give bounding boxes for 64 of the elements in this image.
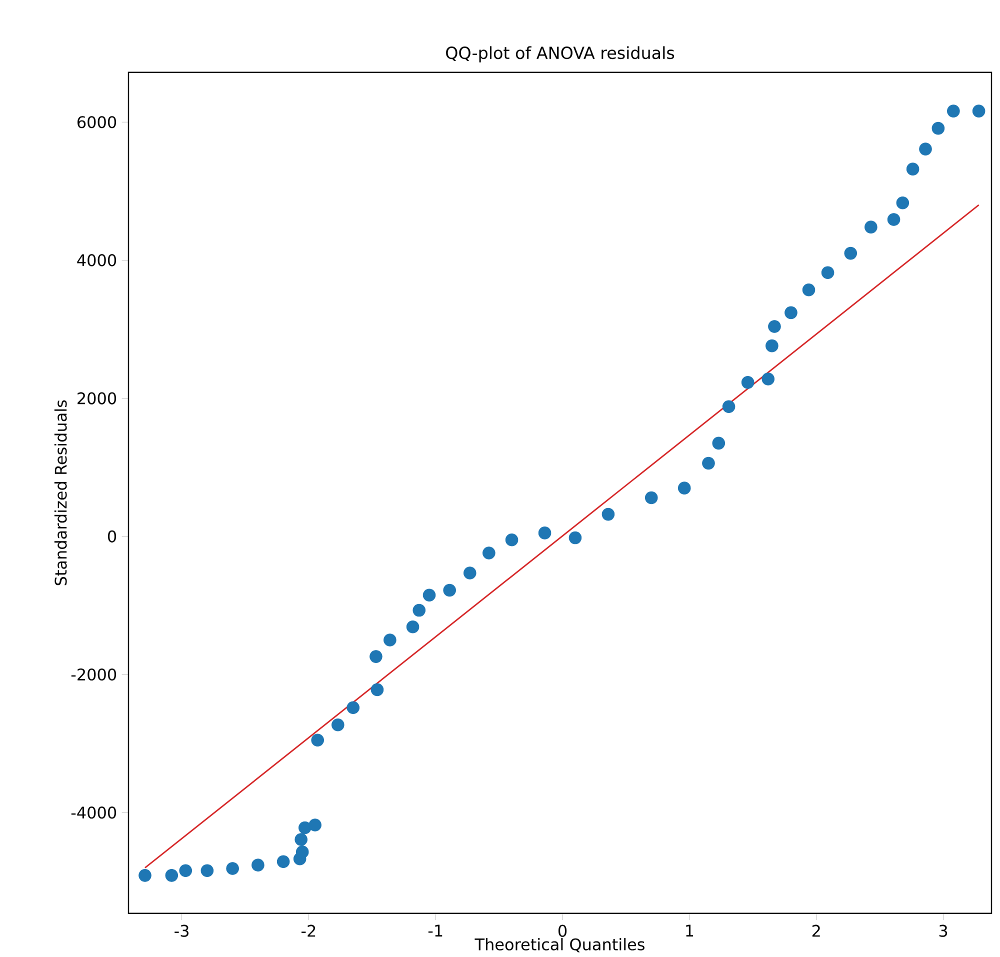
point	[864, 220, 878, 234]
point	[722, 400, 736, 414]
point	[276, 855, 290, 868]
y-tick-label: 4000	[77, 254, 116, 266]
point	[602, 508, 615, 521]
x-tick-label: 1	[686, 924, 694, 937]
point	[972, 104, 986, 118]
point	[678, 482, 691, 495]
point	[412, 604, 426, 617]
point	[294, 833, 308, 846]
point	[332, 718, 344, 732]
y-tick-label: 0	[108, 530, 116, 543]
x-tick-label: -2	[302, 924, 316, 937]
point	[887, 213, 900, 226]
x-tick-label: 2	[812, 924, 820, 937]
point	[712, 436, 726, 450]
point	[311, 734, 324, 747]
point	[422, 588, 436, 602]
point	[947, 104, 960, 118]
x-tick-label: 0	[558, 924, 567, 938]
point	[200, 864, 214, 878]
y-tick-label: 6000	[78, 116, 116, 128]
point	[443, 584, 456, 597]
point	[768, 320, 781, 334]
point	[406, 620, 420, 634]
x-tick-label: 3	[939, 924, 948, 938]
point	[568, 532, 582, 544]
point	[370, 650, 382, 664]
point	[165, 869, 178, 882]
point	[762, 372, 775, 386]
y-tick-label: -2000	[71, 668, 116, 681]
point	[505, 534, 518, 546]
y-tick-label: -4000	[71, 806, 116, 819]
point	[919, 142, 932, 156]
point	[802, 284, 816, 296]
point	[308, 818, 322, 832]
point	[896, 196, 910, 210]
point	[821, 266, 834, 280]
point	[179, 864, 192, 878]
point	[766, 340, 778, 352]
point	[844, 247, 858, 260]
point	[252, 858, 264, 872]
point	[932, 122, 945, 135]
point	[644, 491, 658, 504]
chart-title: QQ-plot of ANOVA residuals	[446, 46, 674, 63]
point	[538, 526, 552, 540]
y-tick-label: 2000	[78, 392, 116, 405]
point	[482, 546, 496, 560]
point	[298, 822, 312, 834]
point	[463, 566, 476, 580]
point	[138, 869, 152, 882]
y-axis-title: Standardized Residuals	[54, 400, 67, 586]
x-tick-label: -3	[174, 924, 188, 938]
x-axis-title: Theoretical Quantiles	[474, 938, 644, 952]
point	[741, 376, 754, 389]
point	[702, 456, 715, 470]
point	[370, 683, 384, 696]
point	[226, 862, 239, 876]
point	[784, 306, 798, 320]
point	[296, 846, 309, 858]
point	[346, 701, 360, 714]
x-tick-label: -1	[428, 924, 442, 937]
point	[906, 162, 920, 176]
point	[384, 634, 396, 647]
